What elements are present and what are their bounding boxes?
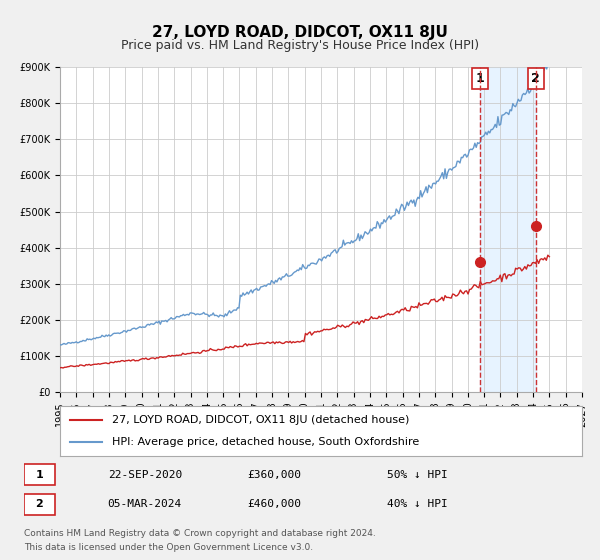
Text: 2: 2 (532, 72, 540, 85)
Text: 50% ↓ HPI: 50% ↓ HPI (387, 470, 448, 479)
Bar (480, 67, 536, 392)
Text: 22-SEP-2020: 22-SEP-2020 (108, 470, 182, 479)
Text: 05-MAR-2024: 05-MAR-2024 (108, 499, 182, 509)
FancyBboxPatch shape (24, 494, 55, 515)
Text: 1: 1 (35, 470, 43, 479)
Text: This data is licensed under the Open Government Licence v3.0.: This data is licensed under the Open Gov… (24, 543, 313, 552)
Text: 27, LOYD ROAD, DIDCOT, OX11 8JU (detached house): 27, LOYD ROAD, DIDCOT, OX11 8JU (detache… (112, 415, 410, 425)
Text: 27, LOYD ROAD, DIDCOT, OX11 8JU: 27, LOYD ROAD, DIDCOT, OX11 8JU (152, 25, 448, 40)
Text: £460,000: £460,000 (247, 499, 301, 509)
FancyBboxPatch shape (24, 464, 55, 485)
Text: 1: 1 (475, 72, 484, 85)
Text: £360,000: £360,000 (247, 470, 301, 479)
Text: 2: 2 (35, 499, 43, 509)
Text: 40% ↓ HPI: 40% ↓ HPI (387, 499, 448, 509)
Text: Price paid vs. HM Land Registry's House Price Index (HPI): Price paid vs. HM Land Registry's House … (121, 39, 479, 52)
Text: Contains HM Land Registry data © Crown copyright and database right 2024.: Contains HM Land Registry data © Crown c… (24, 529, 376, 538)
Text: HPI: Average price, detached house, South Oxfordshire: HPI: Average price, detached house, Sout… (112, 437, 419, 447)
